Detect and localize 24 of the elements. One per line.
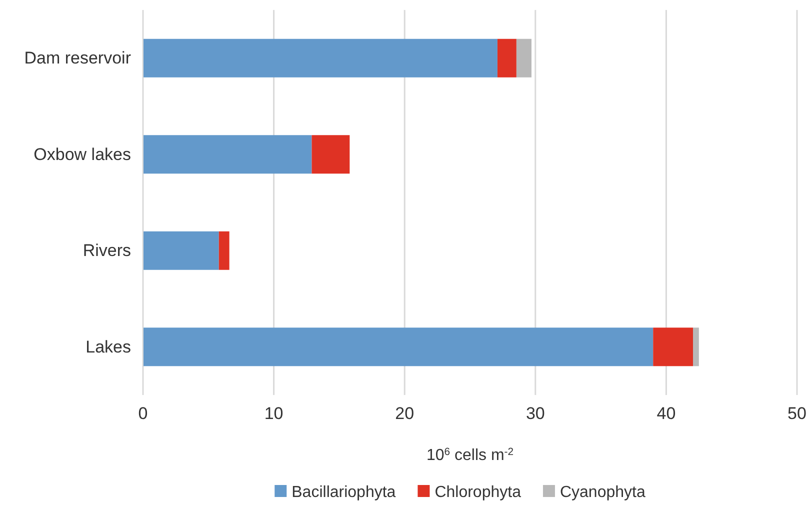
legend-label: Chlorophyta [434, 484, 522, 501]
y-tick-label: Oxbow lakes [34, 144, 131, 164]
x-axis-title: 10$^{6}$ cells m$^{-2}$ [426, 446, 514, 464]
bar [312, 135, 350, 174]
bar [693, 328, 699, 366]
legend-label: Bacillariophyta [292, 484, 396, 501]
legend-label: Cyanophyta [560, 484, 646, 501]
x-tick-label: 30 [526, 404, 545, 424]
bar [143, 38, 498, 78]
y-tick-label: Lakes [86, 337, 131, 356]
x-tick-label: 40 [656, 404, 676, 424]
y-tick-label: Rivers [82, 241, 131, 260]
x-tick-label: 50 [788, 404, 806, 424]
bar [497, 38, 516, 78]
x-tick-label: 10 [264, 404, 284, 424]
x-tick-label: 20 [395, 404, 414, 424]
y-tick-label: Dam reservoir [24, 48, 132, 68]
x-tick-label: 0 [138, 404, 148, 424]
bar [143, 231, 219, 270]
bar [143, 328, 654, 366]
bar [143, 135, 312, 174]
bar [218, 231, 230, 270]
bar [653, 328, 694, 366]
bar [516, 38, 532, 78]
